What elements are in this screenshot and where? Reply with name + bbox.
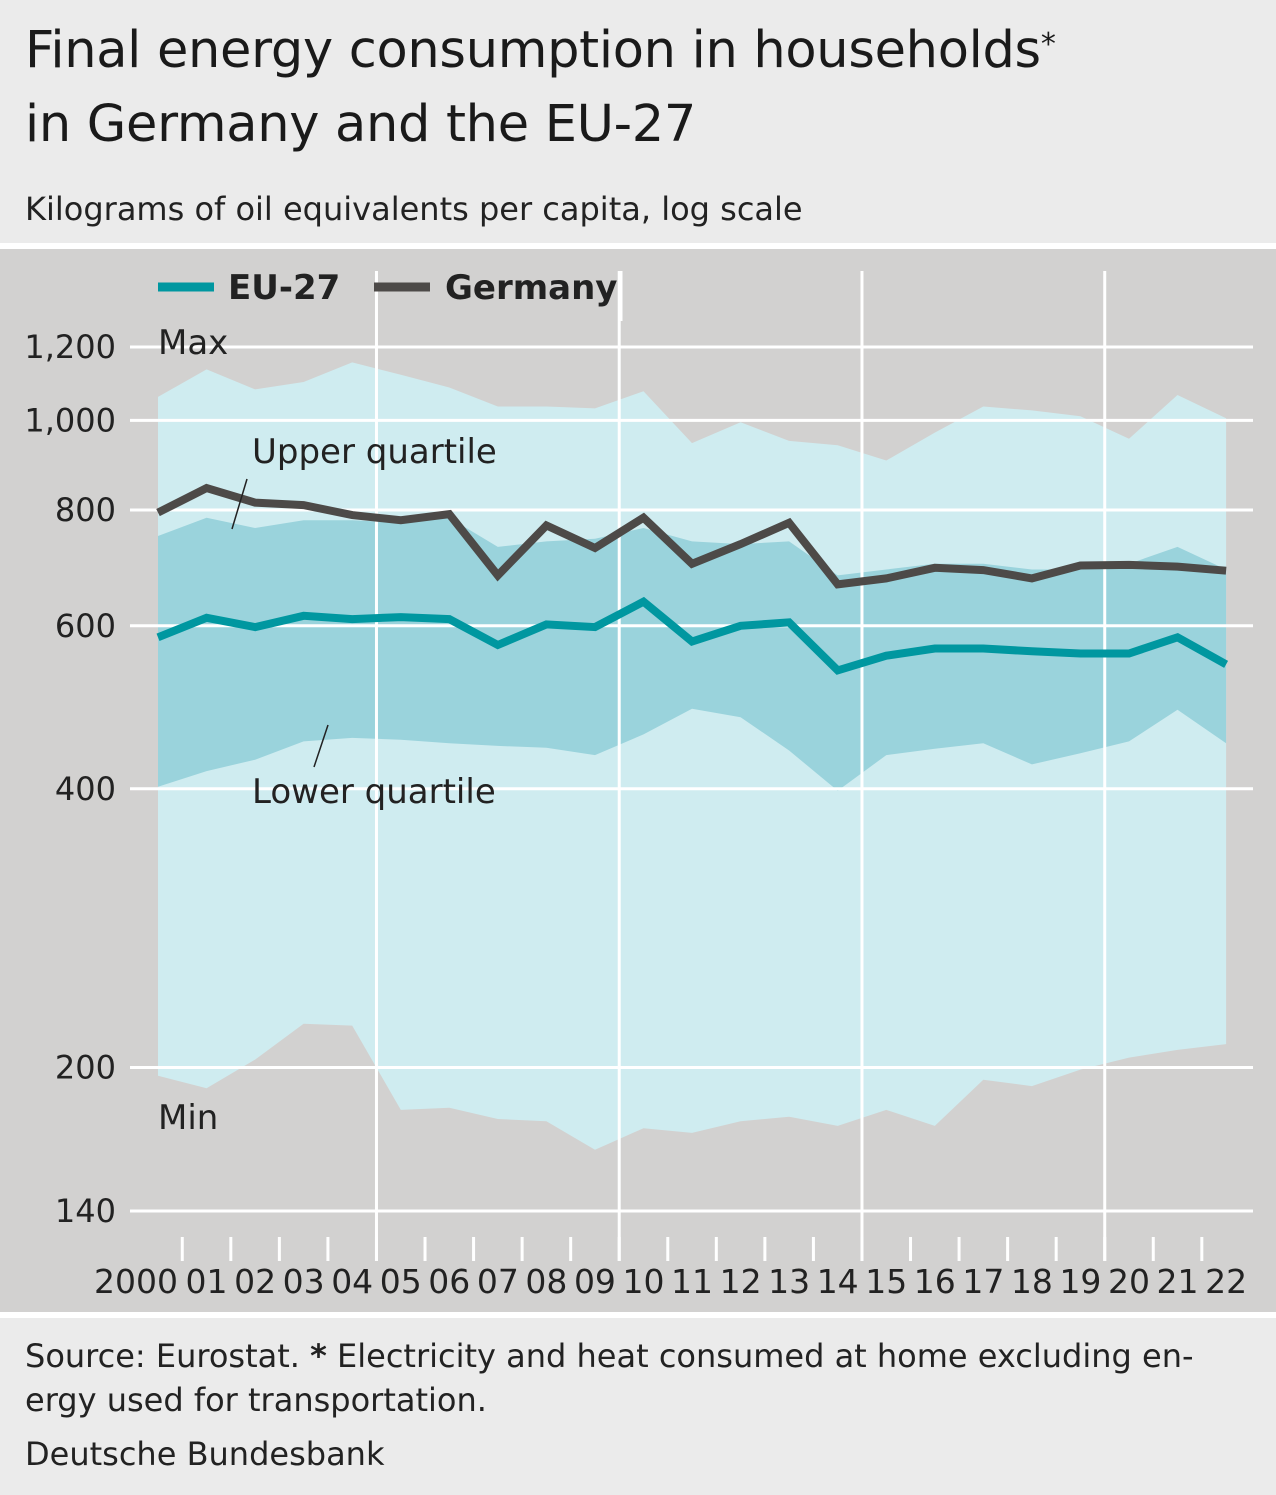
- plot-area: 1,200 1,000 800 600 400 200 140 2000 01 02 03 04 05 0…: [0, 249, 1276, 1312]
- x-tick-label: 14: [817, 1262, 859, 1301]
- germany-line: [156, 483, 1227, 589]
- x-tick-label: 04: [331, 1262, 373, 1301]
- x-tick-label: 01: [186, 1262, 228, 1301]
- chart-title-line1: Final energy consumption in households: [25, 21, 1041, 80]
- chart-title: Final energy consumption in households* i…: [25, 14, 1056, 162]
- series-layer: [156, 483, 1229, 675]
- x-tick-label: 19: [1059, 1262, 1101, 1301]
- x-tick-label: 22: [1205, 1262, 1247, 1301]
- x-tick-label: 2000: [94, 1262, 178, 1301]
- x-tick-label: 06: [428, 1262, 470, 1301]
- lower-quartile-leader: [313, 724, 329, 768]
- title-asterisk: *: [1040, 27, 1056, 62]
- grid-layer: [130, 271, 1253, 1261]
- x-tick-label: 15: [865, 1262, 907, 1301]
- x-tick-label: 10: [623, 1262, 665, 1301]
- x-tick-label: 11: [671, 1262, 713, 1301]
- x-tick-label: 09: [574, 1262, 616, 1301]
- source-note: Source: Eurostat. * Electricity and heat…: [25, 1334, 1255, 1422]
- y-tick-label: 800: [55, 491, 116, 529]
- band-layer: [158, 362, 1227, 1150]
- separator-bottom: [0, 1312, 1276, 1318]
- chart-subtitle: Kilograms of oil equivalents per capita,…: [25, 190, 803, 228]
- y-tick-label: 400: [55, 770, 116, 808]
- separator-top: [0, 243, 1276, 249]
- upper-quartile-leader: [231, 478, 248, 530]
- y-tick-label: 200: [55, 1049, 116, 1087]
- x-tick-label: 16: [914, 1262, 956, 1301]
- y-tick-label: 1,000: [24, 401, 116, 439]
- chart-title-line2: in Germany and the EU-27: [25, 95, 697, 154]
- min-label: Min: [158, 1098, 218, 1138]
- footnote-text: Electricity and heat consumed at home ex…: [25, 1337, 1194, 1419]
- max-label: Max: [158, 323, 228, 363]
- legend-label-germany: Germany: [445, 268, 617, 308]
- x-tick-label: 12: [720, 1262, 762, 1301]
- x-tick-label: 07: [477, 1262, 519, 1301]
- y-tick-label: 600: [55, 607, 116, 645]
- y-tick-label: 1,200: [24, 328, 116, 366]
- x-tick-label: 21: [1157, 1262, 1199, 1301]
- y-tick-label: 140: [55, 1192, 116, 1230]
- x-tick-label: 02: [234, 1262, 276, 1301]
- x-tick-label: 08: [525, 1262, 567, 1301]
- legend-label-eu27: EU-27: [228, 268, 340, 308]
- chart-footer: Source: Eurostat. * Electricity and heat…: [25, 1334, 1255, 1476]
- x-tick-label: 13: [768, 1262, 810, 1301]
- x-tick-label: 18: [1011, 1262, 1053, 1301]
- upper-quartile-label: Upper quartile: [252, 432, 497, 472]
- eu27-line: [156, 596, 1229, 675]
- x-tick-label: 20: [1108, 1262, 1150, 1301]
- x-tick-label: 17: [962, 1262, 1004, 1301]
- x-tick-label: 05: [380, 1262, 422, 1301]
- interquartile-band: [158, 517, 1227, 791]
- source-text: Source: Eurostat.: [25, 1337, 311, 1375]
- publisher: Deutsche Bundesbank: [25, 1435, 385, 1473]
- footnote-marker: *: [310, 1337, 327, 1375]
- x-tick-label: 03: [283, 1262, 325, 1301]
- lower-quartile-label: Lower quartile: [252, 772, 496, 812]
